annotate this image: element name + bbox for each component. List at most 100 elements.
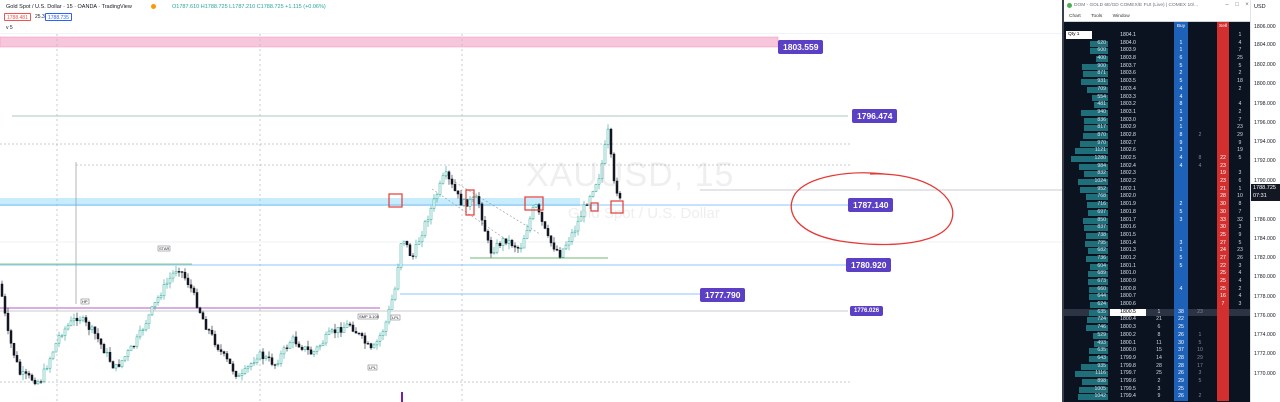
dom-bid-cell[interactable]: 26 [1174, 331, 1188, 340]
dom-bid-cell[interactable]: 5 [1174, 62, 1188, 71]
dom-row[interactable]: 724 1800.4 21 22 [1064, 316, 1250, 325]
dom-row[interactable]: 1005 1799.5 3 25 [1064, 385, 1250, 394]
menu-tools[interactable]: Tools [1091, 14, 1103, 19]
dom-bid-cell[interactable]: 1 [1174, 247, 1188, 255]
dom-price-cell[interactable]: 1801.7 [1120, 216, 1136, 223]
dom-price-cell[interactable]: 1801.2 [1120, 254, 1136, 261]
dom-price-cell[interactable]: 1800.5 [1110, 308, 1146, 317]
dom-bid-cell[interactable] [1174, 193, 1188, 202]
dom-ask-cell[interactable] [1217, 47, 1229, 56]
dom-bid-cell[interactable]: 22 [1174, 316, 1188, 325]
dom-row[interactable]: 635 1800.5 1 38 23 [1064, 308, 1250, 317]
dom-price-cell[interactable]: 1801.9 [1120, 201, 1136, 208]
dom-bid-cell[interactable]: 4 [1174, 85, 1188, 94]
dom-ask-cell[interactable] [1217, 331, 1229, 340]
dom-ask-cell[interactable] [1217, 62, 1229, 71]
dom-price-cell[interactable]: 1803.9 [1120, 47, 1136, 54]
dom-row[interactable]: 709 1803.4 4 2 [1064, 85, 1250, 94]
dom-bid-cell[interactable] [1174, 178, 1188, 186]
dom-row[interactable]: 900 1803.7 5 5 [1064, 62, 1250, 71]
dom-ask-cell[interactable] [1217, 393, 1229, 401]
dom-price-cell[interactable]: 1803.3 [1120, 93, 1136, 100]
dom-row[interactable]: 554 1803.3 4 [1064, 93, 1250, 102]
price-axis[interactable]: USD 1806.000 1804.000 1802.000 1800.000 1798… [1250, 0, 1280, 402]
dom-bid-cell[interactable]: 4 [1174, 93, 1188, 102]
dom-price-cell[interactable]: 1800.0 [1120, 347, 1136, 354]
dom-price-cell[interactable]: 1803.0 [1120, 116, 1136, 123]
menu-window[interactable]: Window [1112, 14, 1130, 19]
dom-price-cell[interactable]: 1799.4 [1120, 393, 1136, 400]
quantity-field[interactable]: Qty 1 [1066, 31, 1092, 39]
dom-ask-cell[interactable] [1217, 354, 1229, 363]
dom-ask-cell[interactable] [1217, 116, 1229, 125]
price-tag-1803[interactable]: 1803.559 [778, 40, 824, 54]
dom-price-cell[interactable]: 1800.7 [1120, 293, 1136, 300]
dom-price-cell[interactable]: 1800.1 [1120, 339, 1136, 346]
dom-row[interactable]: 716 1801.9 2 30 8 [1064, 201, 1250, 209]
dom-bid-cell[interactable]: 26 [1174, 393, 1188, 401]
dom-row[interactable]: 870 1802.8 8 2 29 [1064, 131, 1250, 140]
dom-price-cell[interactable]: 1803.8 [1120, 55, 1136, 62]
dom-ask-cell[interactable] [1217, 39, 1229, 48]
dom-price-cell[interactable]: 1802.6 [1120, 147, 1136, 154]
dom-bid-cell[interactable]: 9 [1174, 139, 1188, 148]
price-chart[interactable]: STAR HP SMP 3-100 LPL LPL XAUUSD, 15 Gol… [0, 34, 1062, 402]
dom-ladder-window[interactable]: DOM - GOLD 6E/GD COMEX/E FUt (Live) | CO… [1062, 0, 1250, 402]
price-tag-1777[interactable]: 1777.790 [700, 288, 746, 302]
dom-price-cell[interactable]: 1801.8 [1120, 208, 1136, 215]
dom-bid-cell[interactable]: 8 [1174, 131, 1188, 140]
dom-row[interactable]: 850 1801.7 3 33 32 [1064, 216, 1250, 225]
dom-ask-cell[interactable]: 28 [1217, 193, 1229, 202]
dom-bid-cell[interactable]: 3 [1174, 216, 1188, 225]
dom-price-cell[interactable]: 1804.1 [1120, 32, 1136, 38]
dom-row[interactable]: 931 1803.5 5 18 [1064, 78, 1250, 86]
dom-price-cell[interactable]: 1803.4 [1120, 85, 1136, 92]
dom-ask-cell[interactable] [1217, 347, 1229, 355]
dom-price-cell[interactable]: 1803.7 [1120, 62, 1136, 69]
dom-price-cell[interactable]: 1802.3 [1120, 170, 1136, 177]
dom-ask-cell[interactable]: 30 [1217, 224, 1229, 232]
dom-bid-cell[interactable]: 1 [1174, 39, 1188, 48]
dom-price-cell[interactable]: 1803.5 [1120, 78, 1136, 85]
dom-ask-cell[interactable]: 23 [1217, 162, 1229, 171]
dom-ask-cell[interactable] [1217, 339, 1229, 348]
menu-chart[interactable]: Chart [1069, 14, 1081, 19]
dom-ask-cell[interactable] [1217, 362, 1229, 371]
dom-row[interactable]: 940 1803.1 1 2 [1064, 108, 1250, 117]
minimize-icon[interactable]: – [1225, 2, 1229, 8]
dom-ask-cell[interactable] [1217, 324, 1229, 332]
dom-ask-cell[interactable]: 7 [1217, 301, 1229, 309]
dom-row[interactable]: 935 1799.8 28 28 17 [1064, 362, 1250, 371]
dom-price-cell[interactable]: 1803.6 [1120, 70, 1136, 77]
dom-row[interactable]: 635 1800.0 15 37 10 [1064, 347, 1250, 355]
dom-row[interactable]: 1116 1799.7 25 26 3 [1064, 370, 1250, 378]
dom-row[interactable]: 644 1800.7 16 4 [1064, 293, 1250, 302]
dom-bid-cell[interactable]: 38 [1174, 308, 1188, 317]
dom-bid-cell[interactable] [1174, 32, 1188, 40]
dom-ask-cell[interactable] [1217, 308, 1229, 317]
dom-bid-cell[interactable]: 5 [1174, 208, 1188, 217]
dom-price-cell[interactable]: 1800.6 [1120, 301, 1136, 308]
dom-price-cell[interactable]: 1800.4 [1120, 316, 1136, 323]
dom-bid-cell[interactable]: 1 [1174, 47, 1188, 56]
dom-bid-cell[interactable] [1174, 170, 1188, 179]
dom-price-cell[interactable]: 1802.7 [1120, 139, 1136, 146]
dom-ask-cell[interactable] [1217, 124, 1229, 132]
dom-row[interactable]: 1804.1 1 [1064, 32, 1250, 40]
dom-ask-cell[interactable] [1217, 370, 1229, 378]
dom-bid-cell[interactable]: 26 [1174, 370, 1188, 378]
dom-price-cell[interactable]: 1802.8 [1120, 131, 1136, 138]
dom-price-cell[interactable]: 1799.6 [1120, 377, 1136, 384]
dom-row[interactable]: 689 1801.0 25 4 [1064, 270, 1250, 278]
dom-bid-cell[interactable]: 3 [1174, 116, 1188, 125]
dom-price-cell[interactable]: 1802.9 [1120, 124, 1136, 131]
dom-row[interactable]: 1024 1802.2 23 6 [1064, 178, 1250, 186]
dom-ask-cell[interactable]: 21 [1217, 185, 1229, 194]
dom-price-cell[interactable]: 1801.6 [1120, 224, 1136, 231]
dom-ask-cell[interactable]: 25 [1217, 270, 1229, 278]
dom-row[interactable]: 736 1801.2 5 27 26 [1064, 254, 1250, 263]
dom-bid-cell[interactable]: 29 [1174, 377, 1188, 386]
dom-bid-cell[interactable]: 1 [1174, 124, 1188, 132]
dom-bid-cell[interactable]: 4 [1174, 285, 1188, 294]
dom-ask-cell[interactable] [1217, 316, 1229, 325]
